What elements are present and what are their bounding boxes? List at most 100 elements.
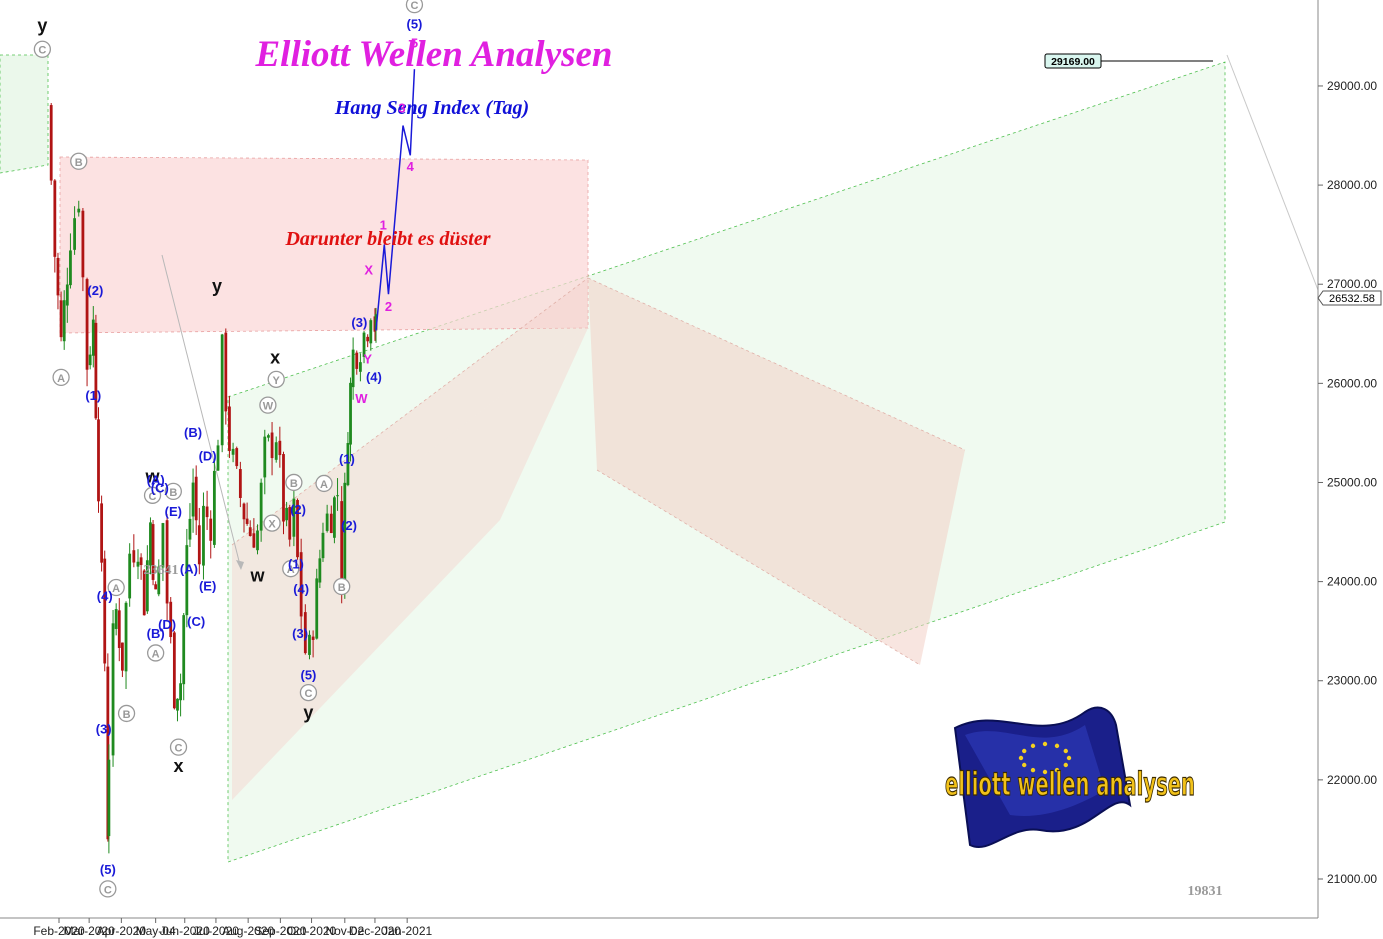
wave-label-intermediate: (A) — [147, 472, 165, 487]
candle-body — [120, 642, 124, 671]
candle-body — [220, 334, 224, 446]
candle-body — [235, 448, 239, 467]
logo-star — [1054, 767, 1060, 773]
wave-label-intermediate: (3) — [351, 315, 367, 330]
projection-path — [375, 69, 416, 331]
candle-body — [65, 284, 69, 306]
wave-label-circle — [285, 473, 303, 492]
y-tick-label: 24000.00 — [1327, 575, 1377, 589]
candle-body — [106, 666, 110, 840]
logo-star — [1022, 762, 1027, 768]
candle-body — [292, 498, 296, 537]
candle-body — [157, 566, 161, 595]
current-price-box: 26532.58 — [1317, 290, 1382, 306]
x-tick-label: Sep-2020 — [254, 924, 306, 938]
wave-label-minor: 2 — [385, 299, 392, 314]
wave-label-intermediate: (4) — [366, 369, 382, 384]
candle-body — [142, 570, 146, 616]
candle-body — [308, 634, 311, 655]
wave-label-circled: C — [104, 884, 112, 896]
candle-body — [182, 615, 186, 685]
wxy-up-lower — [232, 328, 588, 800]
candle-body — [94, 322, 98, 419]
wxy-channel-up — [232, 278, 588, 605]
wave-label-circled: C — [410, 0, 418, 12]
candle-body — [59, 300, 63, 338]
candle-body — [73, 218, 76, 250]
candle-body — [285, 507, 289, 521]
wave-label-intermediate: (A) — [180, 562, 198, 577]
x-tick-label: Aug-2020 — [222, 924, 274, 938]
candle-body — [117, 610, 121, 648]
logo-star — [1042, 769, 1048, 775]
candle-body — [248, 527, 252, 537]
logo-star — [1022, 748, 1027, 754]
side-label-19831: 19831 — [1188, 884, 1223, 899]
wave-label-circle — [169, 738, 188, 756]
x-tick-label: Dec-2020 — [349, 924, 401, 938]
projection-line — [375, 69, 416, 331]
wave-label-circle — [147, 644, 165, 662]
candle-body — [169, 601, 173, 638]
candle-body — [185, 545, 189, 616]
candle-body — [191, 482, 195, 517]
wave-label-circled: B — [75, 157, 83, 169]
candle-body — [245, 518, 249, 524]
wave-label-circled: A — [112, 583, 120, 595]
candle-body — [274, 442, 278, 460]
candle-body — [53, 180, 57, 257]
wave-label-circled: B — [338, 582, 346, 594]
arrow-line — [161, 254, 241, 566]
wave-label-intermediate: (5) — [406, 16, 422, 31]
candle-body — [212, 470, 216, 545]
wave-label-intermediate: (2) — [290, 502, 306, 517]
candle-body — [374, 314, 378, 330]
candle-body — [318, 558, 322, 583]
x-tick-label: Mar-2020 — [63, 924, 115, 938]
wave-label-circled: Y — [273, 375, 281, 387]
wave-label-minor: 4 — [407, 159, 415, 174]
wave-label-circled: A — [287, 564, 295, 576]
candle-body — [343, 482, 347, 583]
wave-label-circle — [267, 370, 285, 389]
wave-label-circle — [143, 486, 162, 504]
candle-body — [49, 105, 53, 181]
candle-body — [321, 532, 325, 559]
wave-label-intermediate: (C) — [187, 614, 205, 629]
wave-label-circle — [333, 577, 351, 596]
wave-label-primary: w — [249, 566, 265, 586]
y-tick-label: 23000.00 — [1327, 674, 1377, 688]
wave-label-intermediate: (4) — [293, 582, 309, 597]
logo-stars — [1018, 741, 1072, 775]
candle-body — [270, 432, 274, 459]
candle-body — [107, 759, 111, 837]
candle-body — [296, 500, 299, 558]
candle-body — [176, 698, 179, 711]
logo-star — [1018, 755, 1024, 761]
candle-body — [81, 210, 85, 278]
wave-label-circled: C — [304, 688, 312, 700]
candle-body — [136, 561, 140, 567]
candle-body — [263, 436, 267, 478]
candle-body — [369, 320, 373, 344]
wave-label-intermediate: (4) — [97, 588, 113, 603]
x-tick-label: Nov-02 — [325, 924, 364, 938]
wave-label-circled: W — [263, 401, 274, 413]
candle-body — [114, 609, 118, 629]
chart-subtitle: Hang Seng Index (Tag) — [334, 97, 529, 119]
logo-star — [1063, 762, 1068, 768]
wave-label-primary: y — [37, 15, 47, 35]
wave-label-circled: B — [169, 487, 177, 499]
y-tick-label: 29000.00 — [1327, 79, 1377, 93]
wave-label-circle — [52, 368, 70, 387]
candle-body — [154, 584, 158, 590]
candle-body — [128, 553, 132, 599]
wave-label-intermediate: (E) — [165, 504, 182, 519]
candle-body — [194, 476, 198, 521]
arrow-head — [236, 560, 244, 570]
candle-body — [69, 250, 72, 286]
current-price-pointer — [1317, 290, 1382, 306]
candle-body — [103, 558, 107, 664]
guide-lines — [161, 54, 1319, 570]
x-tick-label: Jan-2021 — [382, 924, 432, 938]
